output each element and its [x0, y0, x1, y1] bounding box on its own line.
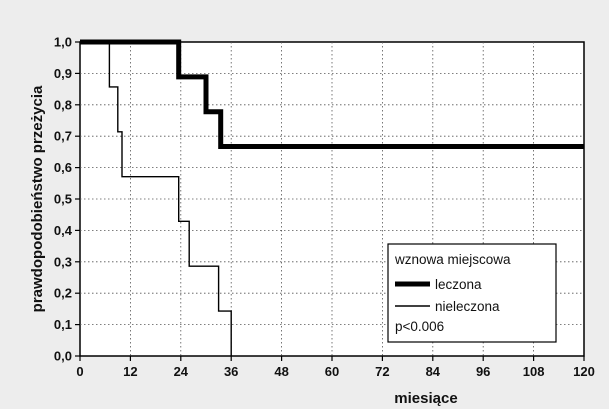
x-tick-label: 36 [224, 364, 238, 379]
y-tick-label: 0,0 [54, 349, 72, 364]
x-tick-label: 48 [274, 364, 288, 379]
y-tick-label: 0,8 [54, 97, 72, 112]
x-tick-label: 60 [325, 364, 339, 379]
series-line-nieleczona [80, 41, 232, 356]
y-tick-label: 1,0 [54, 35, 72, 50]
x-tick-label: 108 [523, 364, 545, 379]
y-tick-label: 0,7 [54, 129, 72, 144]
series-group [80, 39, 584, 356]
legend-title: wznowa miejscowa [394, 252, 511, 267]
legend-label-leczona: leczona [435, 277, 482, 292]
y-tick-label: 0,1 [54, 317, 72, 332]
y-axis-title: prawdopodobieństwo przeżycia [29, 85, 46, 312]
p-value-note: p<0.006 [395, 319, 444, 334]
legend-box [387, 243, 557, 343]
x-tick-label: 0 [76, 364, 83, 379]
legend: wznowa miejscowa leczona nieleczona p<0.… [387, 243, 557, 343]
axes-group: 0 12 24 36 48 60 72 84 96 108 120 0,0 0,1 0,2 0,3 0,4 0,… [54, 35, 595, 380]
x-tick-label: 24 [174, 364, 189, 379]
x-tick-label: 84 [426, 364, 441, 379]
y-tick-label: 0,2 [54, 286, 72, 301]
y-tick-label: 0,5 [54, 192, 72, 207]
legend-label-nieleczona: nieleczona [435, 299, 500, 314]
y-tick-label: 0,6 [54, 160, 72, 175]
y-tick-label: 0,4 [54, 223, 73, 238]
y-tick-label: 0,3 [54, 254, 72, 269]
x-axis-title: miesiące [394, 390, 457, 407]
x-tick-label: 120 [573, 364, 595, 379]
x-tick-label: 72 [375, 364, 389, 379]
x-tick-label: 96 [476, 364, 490, 379]
series-line-leczona [80, 39, 584, 150]
y-tick-label: 0,9 [54, 66, 72, 81]
x-tick-label: 12 [123, 364, 137, 379]
